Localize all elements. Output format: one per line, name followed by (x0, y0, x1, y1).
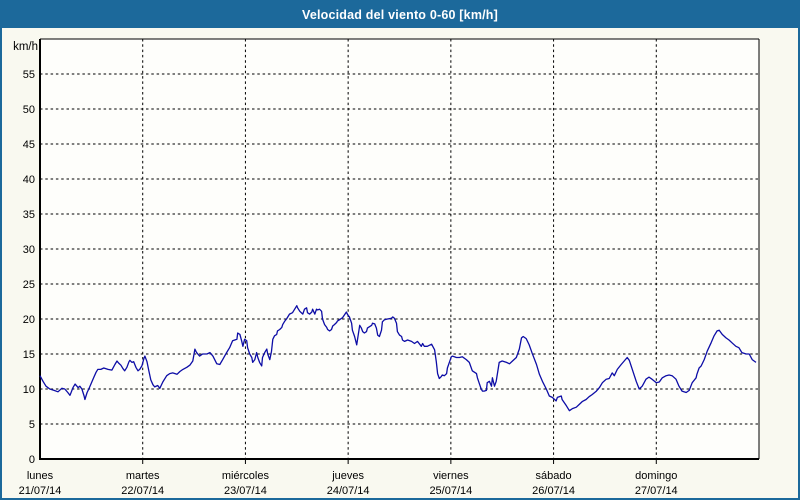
y-tick-label: 50 (23, 104, 35, 116)
x-day-label: lunes (27, 470, 54, 482)
x-date-label: 21/07/14 (19, 485, 62, 497)
y-tick-label: 15 (23, 349, 35, 361)
y-tick-label: 25 (23, 279, 35, 291)
y-tick-label: 20 (23, 314, 35, 326)
x-day-label: sábado (536, 470, 572, 482)
x-date-label: 23/07/14 (224, 485, 267, 497)
x-day-label: viernes (433, 470, 469, 482)
x-day-label: martes (126, 470, 160, 482)
x-date-label: 27/07/14 (635, 485, 678, 497)
wind-speed-line (39, 305, 757, 412)
y-tick-label: 0 (29, 454, 35, 466)
chart-title: Velocidad del viento 0-60 [km/h] (301, 8, 499, 22)
plot-area (40, 39, 759, 459)
x-day-label: jueves (331, 470, 364, 482)
chart-title-bar: Velocidad del viento 0-60 [km/h] (2, 2, 798, 28)
x-date-label: 25/07/14 (429, 485, 472, 497)
x-date-label: 24/07/14 (327, 485, 370, 497)
y-tick-label: 5 (29, 419, 35, 431)
y-tick-label: 10 (23, 384, 35, 396)
y-tick-label: 55 (23, 69, 35, 81)
y-tick-label: 45 (23, 139, 35, 151)
x-date-label: 22/07/14 (121, 485, 164, 497)
x-day-label: miércoles (222, 470, 270, 482)
x-day-label: domingo (635, 470, 677, 482)
y-tick-label: 35 (23, 209, 35, 221)
y-axis-unit-label: km/h (13, 41, 38, 53)
y-tick-label: 30 (23, 244, 35, 256)
x-date-label: 26/07/14 (532, 485, 575, 497)
y-tick-label: 40 (23, 174, 35, 186)
